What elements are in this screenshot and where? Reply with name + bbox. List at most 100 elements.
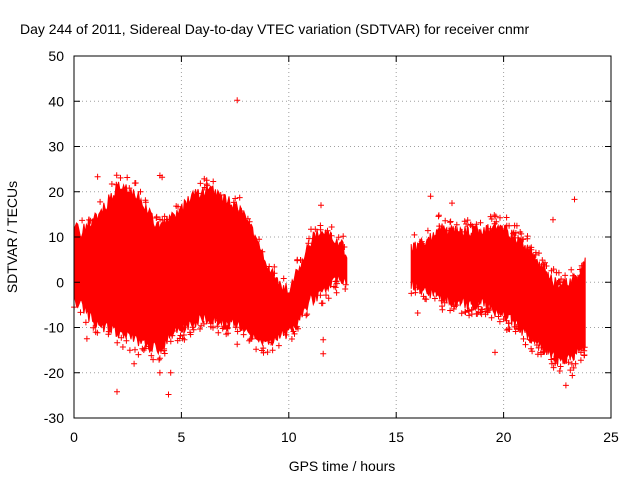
x-tick-label: 20 <box>496 429 512 445</box>
data-point <box>572 360 579 367</box>
data-point <box>342 286 349 292</box>
data-point <box>170 328 177 334</box>
data-point <box>126 347 133 354</box>
data-point <box>268 339 274 346</box>
outlier-point <box>449 200 455 207</box>
data-point <box>340 233 347 240</box>
data-point <box>207 320 214 327</box>
data-point <box>556 368 563 374</box>
data-point <box>423 296 430 303</box>
outlier-point <box>562 382 569 389</box>
data-point <box>522 341 529 348</box>
data-point <box>295 325 301 332</box>
data-point <box>256 236 263 243</box>
data-point <box>548 267 555 274</box>
data-point <box>333 289 340 296</box>
data-point <box>520 335 527 342</box>
data-point <box>578 262 585 269</box>
data-point <box>210 178 217 185</box>
data-point <box>97 198 104 205</box>
data-point <box>458 310 465 317</box>
outlier-point <box>571 196 578 203</box>
data-point <box>459 228 466 235</box>
data-point <box>532 249 539 256</box>
y-tick-label: 10 <box>48 229 64 245</box>
data-point <box>246 218 253 225</box>
data-point <box>90 324 97 331</box>
data-point <box>555 269 562 276</box>
data-point <box>324 227 331 234</box>
series-band <box>410 221 586 366</box>
data-point <box>169 332 176 339</box>
data-point <box>461 218 468 225</box>
data-point <box>435 212 442 219</box>
data-point <box>174 337 181 344</box>
data-point <box>500 316 507 323</box>
data-point <box>179 335 186 342</box>
outlier-point <box>156 369 163 376</box>
data-point <box>94 329 101 336</box>
data-point <box>258 347 265 354</box>
data-point <box>333 280 340 287</box>
outlier-point <box>83 335 90 342</box>
data-point <box>280 275 287 282</box>
data-point <box>442 217 449 224</box>
data-point <box>412 289 419 296</box>
data-point <box>195 190 202 197</box>
outlier-point <box>165 391 172 398</box>
data-point <box>479 306 486 313</box>
data-point <box>271 263 278 270</box>
data-point <box>225 330 231 337</box>
data-point <box>448 225 455 232</box>
data-point <box>562 272 569 279</box>
data-point <box>198 322 205 329</box>
data-point <box>528 337 535 344</box>
outlier-point <box>94 173 101 180</box>
data-point <box>145 343 152 350</box>
data-point <box>464 217 471 224</box>
data-point <box>236 194 243 201</box>
data-point <box>275 342 282 349</box>
x-tick-label: 0 <box>70 429 78 445</box>
data-point <box>323 292 329 299</box>
data-point <box>304 311 311 318</box>
data-point <box>220 323 227 330</box>
data-point <box>543 263 550 269</box>
data-point <box>431 295 438 302</box>
data-point <box>503 214 510 221</box>
data-point <box>581 352 588 358</box>
data-point <box>528 345 535 352</box>
axes: 0 5 10 15 20 25 -30 -20 -10 0 10 20 30 40 50 <box>44 48 619 445</box>
data-point <box>126 185 133 192</box>
data-point <box>203 177 210 184</box>
y-tick-label: 40 <box>48 93 64 109</box>
data-point <box>473 221 480 228</box>
data-point <box>132 346 138 353</box>
data-point <box>555 279 562 286</box>
data-point <box>411 231 418 238</box>
data-point <box>161 213 168 220</box>
data-point <box>473 310 480 317</box>
data-point <box>482 311 489 318</box>
data-point <box>306 235 312 242</box>
outlier-point <box>320 350 327 357</box>
outlier-point <box>159 174 166 181</box>
outlier-point <box>320 336 327 343</box>
data-point <box>436 223 443 230</box>
data-point <box>190 326 197 333</box>
data-point <box>331 283 337 290</box>
data-point <box>485 307 492 314</box>
data-point <box>408 290 415 297</box>
data-point <box>342 281 349 288</box>
data-point <box>515 325 522 332</box>
data-point <box>294 257 301 264</box>
data-point <box>241 326 248 332</box>
data-point <box>210 324 216 331</box>
data-point <box>217 192 224 198</box>
data-point <box>124 174 131 181</box>
data-point <box>568 266 575 273</box>
data-point <box>516 326 523 333</box>
data-point <box>487 213 494 220</box>
data-point <box>118 334 125 341</box>
data-point <box>341 244 348 250</box>
